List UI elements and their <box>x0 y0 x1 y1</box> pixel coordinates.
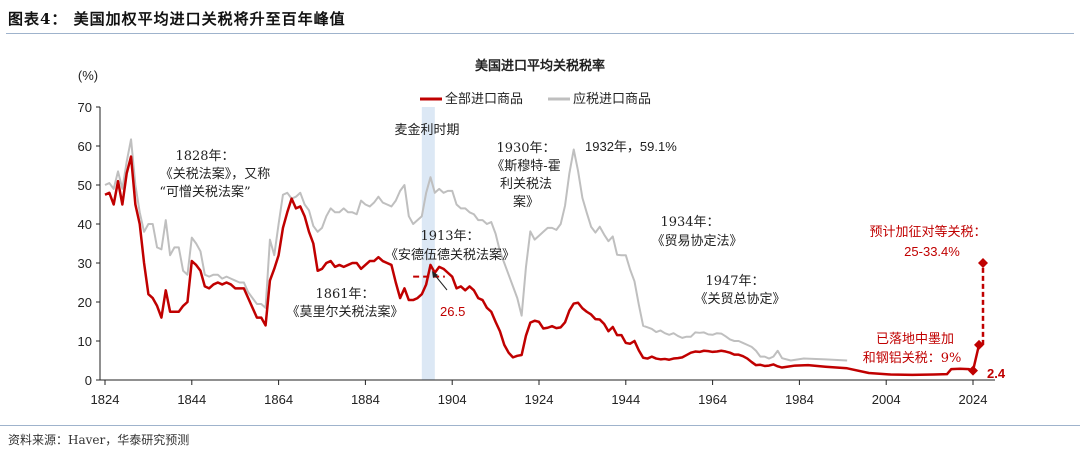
chart-title: 美国进口平均关税税率 <box>475 58 605 74</box>
annotation-1828-l2: 《关税法案》，又称 <box>160 167 271 182</box>
projection-marker-0 <box>968 365 978 376</box>
projection-marker-2 <box>978 258 988 268</box>
legend: 全部进口商品 应税进口商品 <box>420 91 651 107</box>
annotation-1861-l2: 《莫里尔关税法案》 <box>286 305 403 320</box>
y-tick-label: 60 <box>78 139 92 154</box>
value-label-2-4: 2.4 <box>987 366 1006 381</box>
mckinley-label: 麦金利时期 <box>394 122 459 138</box>
annotation-1828-l3: “可憎关税法案” <box>159 184 250 200</box>
legend-label-dutiable: 应税进口商品 <box>573 91 651 107</box>
arrow-1913 <box>432 271 448 291</box>
source-note: 资料来源：Haver，华泰研究预测 <box>8 433 190 447</box>
annotation-1913-l1: 1913年： <box>420 229 479 244</box>
series-line-all <box>104 155 974 377</box>
annotation-1947-l1: 1947年： <box>705 274 764 289</box>
annotation-1861-l1: 1861年： <box>315 287 374 302</box>
annotation-1930-l1: 1930年： <box>496 141 555 156</box>
x-tick-label: 1904 <box>438 392 467 407</box>
annotations: 1828年： 《关税法案》，又称 “可憎关税法案” 1861年： 《莫里尔关税法… <box>159 139 1005 381</box>
x-tick-label: 1864 <box>264 392 293 407</box>
value-label-26-5: 26.5 <box>440 304 465 319</box>
y-tick-label: 20 <box>78 295 92 310</box>
x-tick-label: 1824 <box>91 392 120 407</box>
y-tick-label: 50 <box>78 178 92 193</box>
x-tick-label: 1964 <box>698 392 727 407</box>
legend-label-all: 全部进口商品 <box>445 91 523 107</box>
y-tick-label: 10 <box>78 334 92 349</box>
projection-solid-line <box>971 344 981 371</box>
y-axis-unit: (%) <box>78 68 98 83</box>
figure-title: 图表4： 美国加权平均进口关税将升至百年峰值 <box>8 10 346 28</box>
x-tick-label: 1984 <box>785 392 814 407</box>
x-tick-label: 2024 <box>959 392 988 407</box>
projection-marker-1 <box>974 339 984 350</box>
x-tick-label: 1884 <box>351 392 380 407</box>
annotation-projection-l1: 预计加征对等关税： <box>869 224 986 240</box>
y-tick-label: 40 <box>78 217 92 232</box>
annotation-1930-l4: 案》 <box>513 195 539 210</box>
annotation-1930-l3: 利关税法 <box>500 177 552 192</box>
header-divider <box>6 33 1074 34</box>
tariff-chart: 美国进口平均关税税率 (%) 全部进口商品 应税进口商品 麦金利时期 0 10 20… <box>78 58 1006 407</box>
annotation-1947-l2: 《关贸总协定》 <box>694 292 785 307</box>
y-tick-label: 0 <box>85 373 92 388</box>
annotation-1934-l2: 《贸易协定法》 <box>651 234 742 249</box>
y-tick-label: 70 <box>78 100 92 115</box>
annotation-projection-l2: 25-33.4% <box>904 244 960 259</box>
x-tick-label: 2004 <box>872 392 901 407</box>
annotation-1934-l1: 1934年： <box>660 215 719 230</box>
series-line-dutiable <box>104 138 848 362</box>
annotation-1828-l1: 1828年： <box>175 149 234 164</box>
x-tick-label: 1844 <box>177 392 206 407</box>
x-tick-label: 1924 <box>525 392 554 407</box>
mckinley-period-band <box>421 107 435 380</box>
x-tick-label: 1944 <box>611 392 640 407</box>
annotation-1913-l2: 《安德伍德关税法案》 <box>385 248 515 263</box>
y-tick-label: 30 <box>78 256 92 271</box>
annotation-landed-l2: 和钢铝关税：9% <box>863 351 962 366</box>
annotation-1930-l2: 《斯穆特-霍 <box>491 159 560 174</box>
annotation-1932: 1932年，59.1% <box>585 139 677 154</box>
annotation-landed-l1: 已落地中墨加 <box>876 332 954 347</box>
footer-divider <box>0 425 1080 426</box>
